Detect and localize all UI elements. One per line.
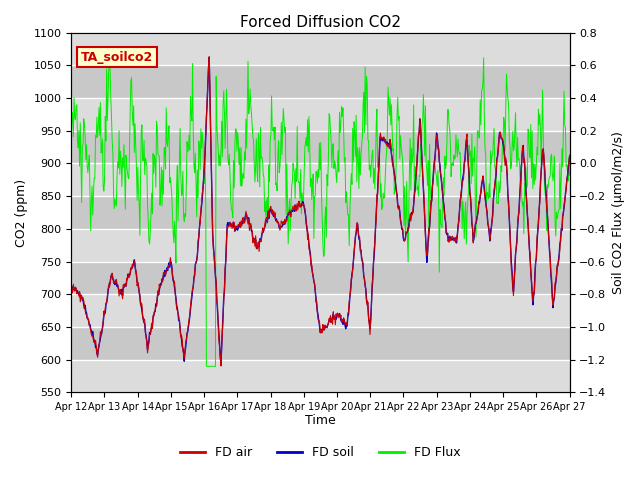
Bar xyxy=(71,229,570,262)
Bar xyxy=(71,131,570,164)
Y-axis label: CO2 (ppm): CO2 (ppm) xyxy=(15,179,28,247)
Bar xyxy=(71,65,570,98)
Bar xyxy=(71,33,570,65)
Bar xyxy=(71,98,570,131)
Title: Forced Diffusion CO2: Forced Diffusion CO2 xyxy=(240,15,401,30)
Bar xyxy=(71,196,570,229)
Bar xyxy=(71,360,570,393)
Text: TA_soilco2: TA_soilco2 xyxy=(81,50,154,63)
Bar xyxy=(71,327,570,360)
Y-axis label: Soil CO2 Flux (μmol/m2/s): Soil CO2 Flux (μmol/m2/s) xyxy=(612,131,625,294)
X-axis label: Time: Time xyxy=(305,414,336,427)
Legend: FD air, FD soil, FD Flux: FD air, FD soil, FD Flux xyxy=(175,441,465,464)
Bar xyxy=(71,294,570,327)
Bar xyxy=(71,164,570,196)
Bar xyxy=(71,262,570,294)
